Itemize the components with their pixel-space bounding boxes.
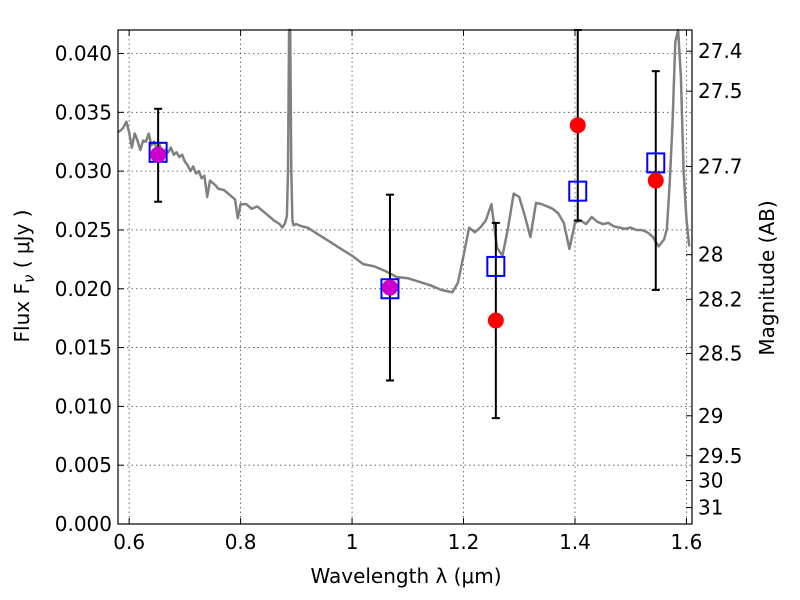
model-flux-square (380, 278, 400, 300)
observed-flux-point (569, 117, 586, 134)
observed-flux-point (381, 279, 398, 296)
x-tick-label: 1.4 (559, 530, 591, 554)
y2-tick-label: 27.4 (698, 39, 743, 63)
model-spectrum-layer (117, 28, 691, 294)
x-tick-label: 0.8 (225, 530, 257, 554)
y2-tick-label: 27.5 (698, 79, 743, 103)
y-tick-label: 0.020 (55, 277, 112, 301)
model-photometry-markers (148, 141, 666, 300)
y2-tick-label: 30 (698, 468, 723, 492)
y-axis-ticks: 0.000 0.005 0.010 0.015 0.020 0.025 0.030 0.035… (55, 42, 124, 536)
y2-tick-label: 28.5 (698, 341, 743, 365)
y-axis-label-unit: ( μJy ) (10, 210, 34, 275)
x-tick-label: 1.6 (671, 530, 703, 554)
y-tick-label: 0.035 (55, 100, 112, 124)
y-tick-label: 0.005 (55, 453, 112, 477)
x-axis-ticks: 0.6 0.8 1 1.2 1.4 1.6 (113, 30, 702, 554)
y-axis-label: Flux Fν ( μJy ) (10, 210, 38, 343)
y-axis-label-subscript: ν (20, 275, 38, 283)
model-flux-square (568, 180, 588, 202)
y-tick-label: 0.030 (55, 159, 112, 183)
model-spectrum-line (117, 28, 691, 294)
model-flux-square (486, 255, 506, 277)
y2-axis-label: Magnitude (AB) (755, 200, 779, 355)
observed-flux-point (487, 312, 504, 329)
y-tick-label: 0.025 (55, 218, 112, 242)
y2-tick-label: 29.5 (698, 444, 743, 468)
model-flux-square (646, 152, 666, 174)
y-tick-label: 0.040 (55, 42, 112, 66)
x-tick-label: 1.2 (448, 530, 480, 554)
plot-frame (117, 29, 693, 525)
y2-tick-label: 27.7 (698, 154, 743, 178)
x-tick-label: 1 (346, 530, 359, 554)
y2-tick-label: 28 (698, 243, 723, 267)
y2-axis-ticks: 27.4 27.5 27.7 28 28.2 28.5 29 29.530 31 (686, 39, 743, 520)
y2-tick-label: 31 (698, 496, 723, 520)
y2-tick-label: 29 (698, 404, 723, 428)
x-tick-label: 0.6 (113, 530, 145, 554)
y-tick-label: 0.000 (55, 512, 112, 536)
x-axis-label: Wavelength λ (μm) (310, 564, 501, 588)
y-tick-label: 0.015 (55, 336, 112, 360)
observed-flux-point (647, 172, 664, 189)
observed-flux-point (150, 146, 167, 163)
y-axis-label-text: Flux F (10, 283, 34, 342)
observed-photometry-markers (150, 117, 664, 329)
y-tick-label: 0.010 (55, 394, 112, 418)
y2-tick-label: 28.2 (698, 287, 743, 311)
